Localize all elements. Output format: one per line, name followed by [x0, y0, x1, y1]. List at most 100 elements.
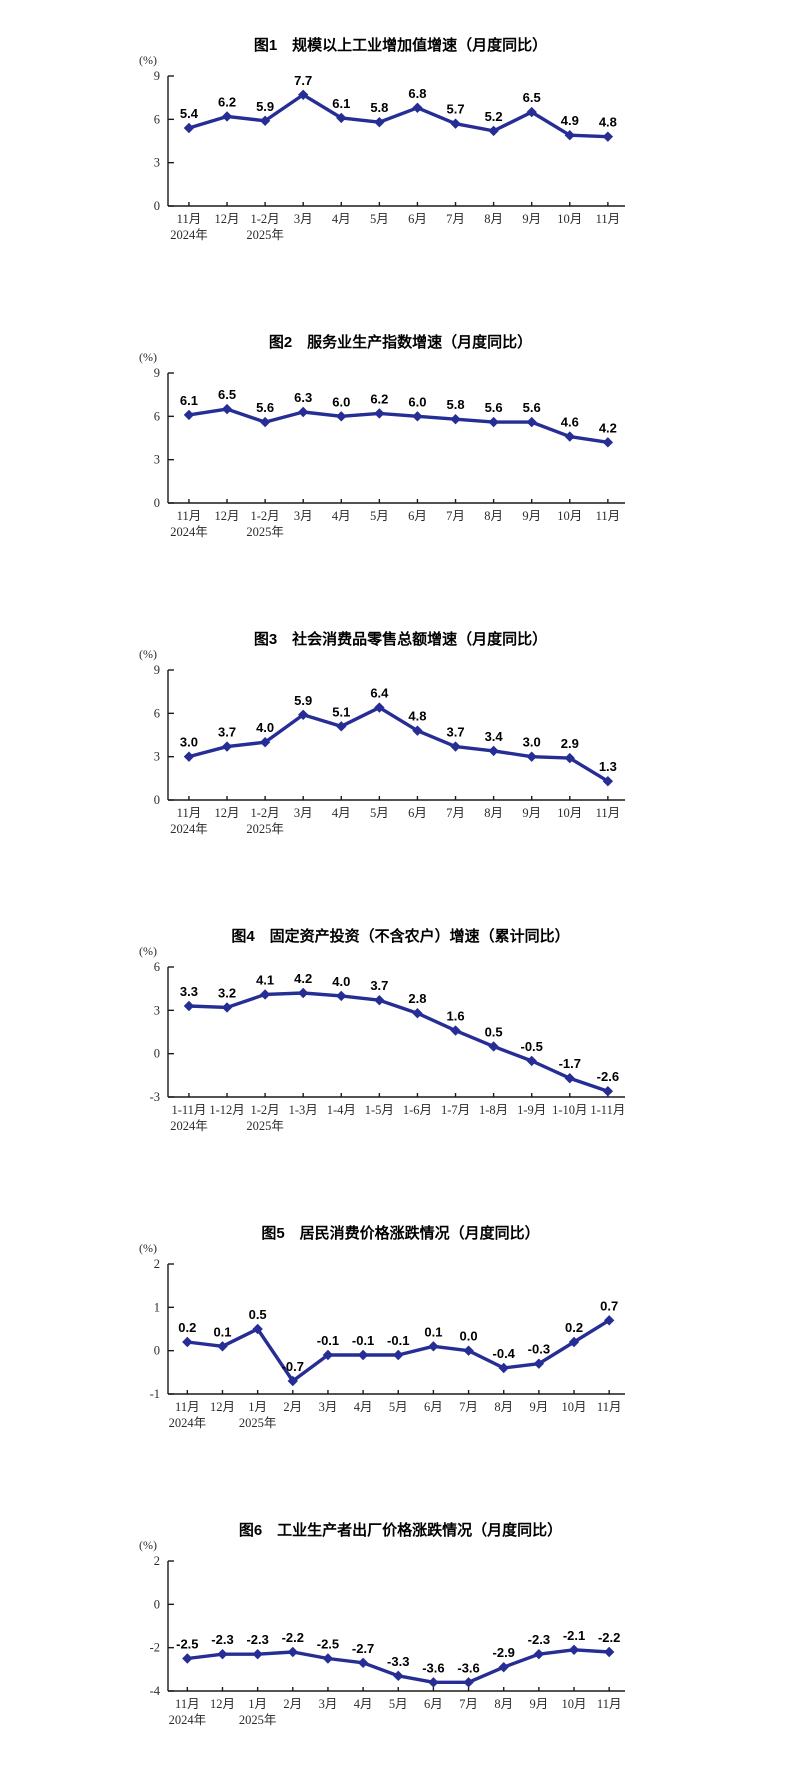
- figure-5-title: 图5 居民消费价格涨跌情况（月度同比）: [261, 1225, 540, 1242]
- data-point-marker: [498, 1362, 509, 1374]
- x-tick-label: 1-2月: [251, 1103, 280, 1117]
- x-tick-label: 8月: [484, 212, 503, 226]
- y-tick-label: 1: [154, 1300, 160, 1314]
- x-tick-label: 2月: [283, 1697, 302, 1711]
- y-axis: 0 3 6 9: [154, 366, 174, 510]
- data-point-label: 3.0: [523, 735, 541, 750]
- data-point-label: 3.7: [370, 978, 388, 993]
- data-point-marker: [568, 1336, 580, 1348]
- x-tick-label: 12月: [215, 212, 240, 226]
- series-markers: [183, 89, 614, 142]
- month-labels: 11月 12月 1-2月 3月 4月 5月 6月 7月 8月 9月 10月 11月: [177, 806, 620, 820]
- data-point-marker: [463, 1677, 474, 1688]
- data-point-marker: [357, 1657, 369, 1669]
- unit-label: (%): [139, 647, 157, 661]
- series-line: [187, 407, 610, 445]
- data-point-label: -2.6: [597, 1069, 619, 1084]
- data-point-marker: [221, 1002, 233, 1013]
- y-tick-label: 6: [154, 960, 160, 974]
- data-point-marker: [182, 1653, 193, 1664]
- data-point-label: 5.2: [485, 109, 503, 124]
- x-tick-label: 1-6月: [403, 1103, 432, 1117]
- data-point-label: 3.0: [180, 735, 198, 750]
- data-point-label: 0.1: [424, 1324, 442, 1339]
- y-tick-label: 0: [154, 199, 160, 213]
- month-labels: 11月 12月 1-2月 3月 4月 5月 6月 7月 8月 9月 10月 11月: [177, 509, 620, 523]
- x-axis: [168, 202, 625, 207]
- data-point-marker: [564, 431, 575, 442]
- x-tick-label: 7月: [459, 1697, 478, 1711]
- x-tick-label: 1-2月: [251, 212, 280, 226]
- data-point-marker: [297, 987, 309, 999]
- data-point-label: 4.6: [561, 415, 579, 430]
- data-point-marker: [526, 106, 537, 118]
- data-point-label: 1.6: [446, 1009, 464, 1024]
- x-tick-label: 1-2月: [251, 806, 280, 820]
- x-tick-label: 5月: [389, 1400, 408, 1414]
- data-point-marker: [602, 131, 614, 142]
- data-point-marker: [488, 416, 499, 428]
- data-point-label: -0.1: [352, 1333, 374, 1348]
- data-point-label: 5.6: [485, 400, 503, 415]
- x-tick-label: 3月: [319, 1400, 338, 1414]
- x-tick-label: 11月: [177, 806, 202, 820]
- data-point-label: 0.7: [600, 1298, 618, 1313]
- x-tick-label: 7月: [446, 806, 465, 820]
- data-point-marker: [488, 125, 499, 137]
- month-labels: 11月 12月 1-2月 3月 4月 5月 6月 7月 8月 9月 10月 11月: [177, 212, 620, 226]
- figure-4-title: 图4 固定资产投资（不含农户）增速（累计同比）: [231, 928, 570, 945]
- data-point-marker: [336, 411, 347, 422]
- x-tick-label: 8月: [494, 1400, 513, 1414]
- data-point-label: 6.2: [370, 391, 388, 406]
- y-tick-label: -2: [150, 1641, 160, 1655]
- x-tick-label: 11月: [597, 1697, 622, 1711]
- percent-unit-label: (%): [139, 1538, 157, 1552]
- data-point-marker: [393, 1670, 404, 1682]
- data-point-label: -3.6: [422, 1660, 444, 1675]
- data-point-label: 0.0: [460, 1329, 478, 1344]
- month-labels: 11月 12月 1月 2月 3月 4月 5月 6月 7月 8月 9月 10月 11月: [175, 1400, 621, 1414]
- data-point-label: 4.1: [256, 972, 274, 987]
- figure-1-industrial-value-added-chart: 图1 规模以上工业增加值增速（月度同比） (%) 0 3 6 9 11月 12月 1-2月 3月…: [0, 0, 801, 297]
- x-axis: [168, 499, 625, 504]
- x-tick-label: 9月: [522, 509, 541, 523]
- y-tick-label: 0: [154, 1047, 160, 1061]
- x-tick-label: 8月: [494, 1697, 513, 1711]
- data-point-label: 0.5: [249, 1307, 267, 1322]
- data-point-label: 6.5: [523, 90, 541, 105]
- data-point-marker: [526, 1055, 537, 1067]
- year-labels: 2024年 2025年: [170, 822, 284, 836]
- data-point-marker: [183, 122, 195, 134]
- unit-label: (%): [139, 1241, 157, 1255]
- data-point-marker: [488, 1041, 499, 1052]
- data-point-label: 6.1: [180, 393, 198, 408]
- data-point-marker: [259, 115, 271, 126]
- x-tick-label: 6月: [408, 509, 427, 523]
- data-point-label: -0.1: [317, 1333, 339, 1348]
- x-tick-label: 11月: [596, 806, 621, 820]
- series-line: [187, 705, 610, 783]
- data-point-label: -2.5: [176, 1637, 198, 1652]
- data-point-marker: [336, 112, 347, 124]
- x-tick-label: 10月: [562, 1400, 587, 1414]
- data-point-marker: [374, 702, 385, 713]
- percent-unit-label: (%): [139, 53, 157, 67]
- value-labels: 5.4 6.2 5.9 7.7 6.1 5.8 6.8 5.7 5.2 6.5 4.9 4.8: [180, 73, 617, 130]
- data-point-marker: [221, 741, 233, 752]
- y-tick-label: -4: [150, 1684, 161, 1698]
- data-point-marker: [526, 751, 537, 762]
- y-tick-label: 3: [154, 750, 160, 764]
- y-tick-label: 3: [154, 1003, 160, 1017]
- data-point-marker: [297, 406, 309, 418]
- x-tick-label: 5月: [370, 806, 389, 820]
- year-labels: 2024年 2025年: [169, 1416, 277, 1430]
- data-point-marker: [217, 1648, 228, 1660]
- data-point-marker: [412, 102, 423, 113]
- unit-label: (%): [139, 944, 157, 958]
- x-tick-label: 4月: [332, 806, 351, 820]
- data-point-marker: [183, 1000, 195, 1012]
- data-point-label: -1.7: [559, 1056, 581, 1071]
- data-point-label: 3.3: [180, 984, 198, 999]
